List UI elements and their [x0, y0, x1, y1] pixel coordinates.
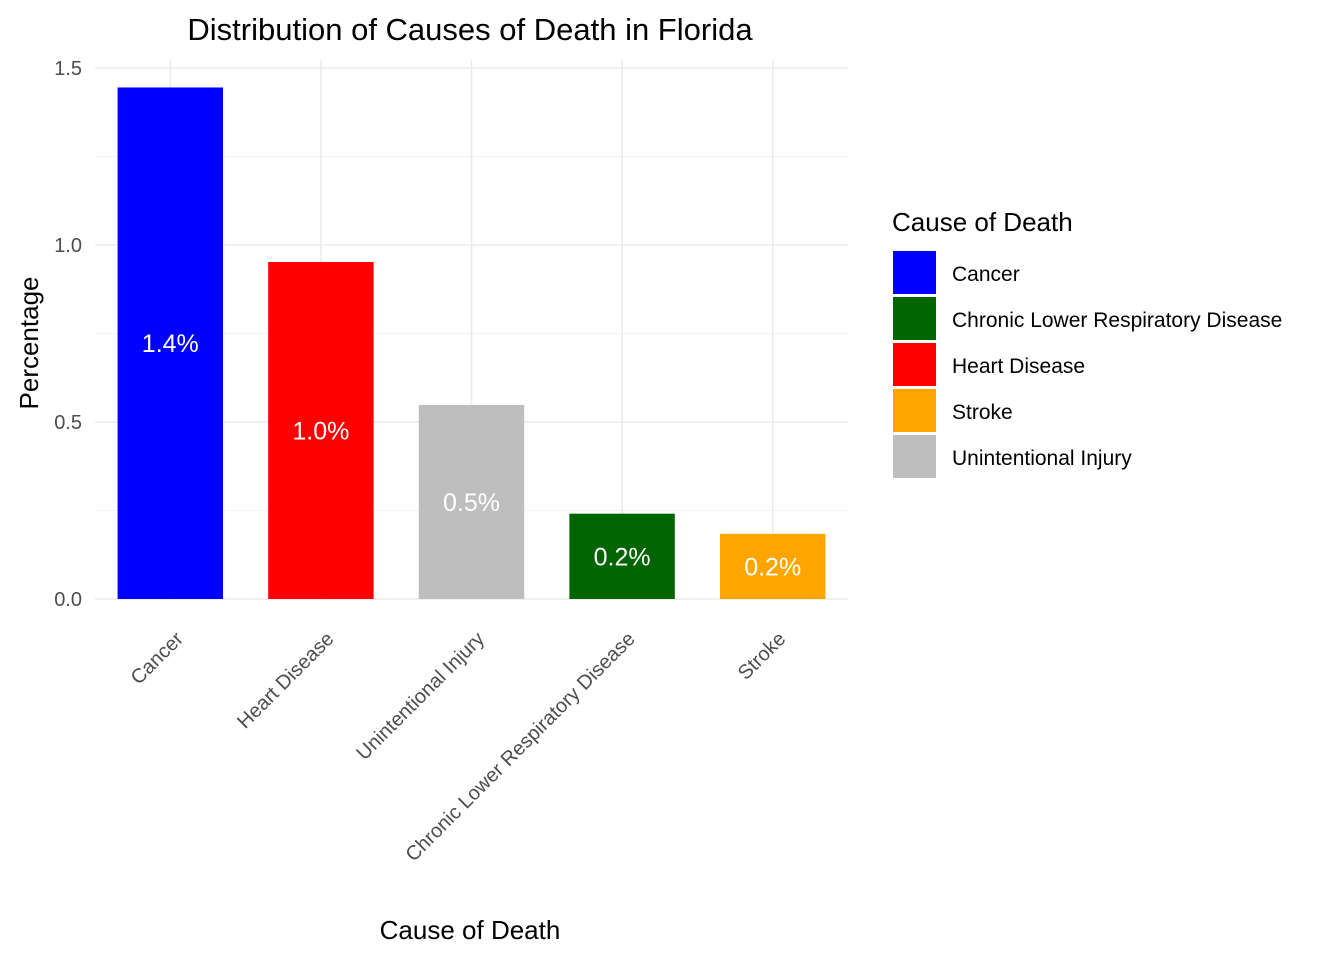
chart-title: Distribution of Causes of Death in Flori… [187, 12, 753, 47]
legend-title: Cause of Death [892, 207, 1073, 237]
y-axis-title: Percentage [14, 277, 44, 410]
legend-swatch [893, 297, 936, 340]
bar [268, 261, 374, 599]
x-tick-label: Unintentional Injury [352, 628, 489, 765]
bar-value-label: 1.0% [292, 417, 349, 445]
bar-value-label: 0.2% [594, 543, 651, 571]
bar [569, 513, 675, 599]
bar [418, 405, 525, 599]
x-tick-label: Heart Disease [233, 628, 338, 733]
x-tick-label: Stroke [734, 628, 790, 684]
y-tick-label: 1.5 [54, 58, 82, 80]
x-tick-label: Cancer [127, 628, 188, 689]
y-tick-label: 0.0 [54, 589, 82, 611]
legend-label: Stroke [952, 401, 1013, 424]
legend-swatch [893, 343, 936, 386]
bar-value-label: 0.2% [744, 553, 801, 581]
legend-swatch [893, 251, 936, 294]
x-axis-title: Cause of Death [380, 915, 561, 945]
y-tick-label: 1.0 [54, 235, 82, 257]
legend-label: Heart Disease [952, 355, 1085, 378]
bars: 1.4% 1.0% 0.5% 0.2% 0.2% [117, 87, 826, 599]
x-axis-tick-labels: Cancer Heart Disease Unintentional InjuryC… [127, 628, 791, 866]
y-tick-label: 0.5 [54, 412, 82, 434]
legend-swatch [893, 389, 936, 432]
legend: Cause of Death Cancer Chronic Lower Respi… [892, 207, 1282, 478]
legend-label: Chronic Lower Respiratory Disease [952, 309, 1282, 332]
bar [719, 533, 826, 599]
bar-value-label: 0.5% [443, 489, 500, 517]
legend-label: Unintentional Injury [952, 447, 1132, 470]
y-axis-tick-labels: 0.0 0.5 1.0 1.5 [54, 58, 82, 611]
legend-label: Cancer [952, 263, 1020, 286]
bar-value-label: 1.4% [142, 330, 199, 358]
bar [117, 87, 224, 599]
legend-swatch [893, 435, 936, 478]
